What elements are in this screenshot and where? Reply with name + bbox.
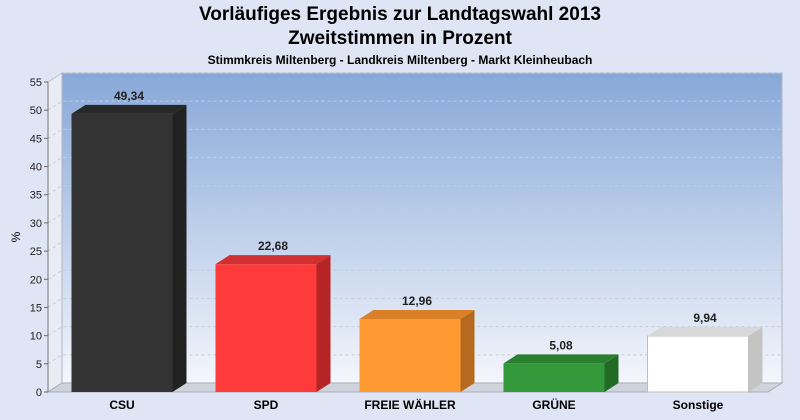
bar-value-label: 5,08	[549, 338, 573, 352]
bar-csu	[71, 113, 173, 392]
x-tick-label: CSU	[109, 398, 134, 412]
y-tick-label: 50	[30, 105, 42, 117]
bar-spd	[215, 264, 317, 392]
y-tick-label: 20	[30, 274, 42, 286]
chart-title: Vorläufiges Ergebnis zur Landtagswahl 20…	[199, 4, 601, 25]
y-tick-label: 15	[30, 302, 42, 314]
bar-value-label: 22,68	[258, 239, 288, 253]
bar-value-label: 12,96	[402, 294, 432, 308]
y-tick-label: 55	[30, 77, 42, 89]
x-tick-label: GRÜNE	[532, 397, 575, 412]
bar-top	[359, 309, 475, 319]
bar-side	[460, 309, 475, 392]
chart-subtitle: Zweitstimmen in Prozent	[288, 28, 512, 49]
plot-side-wall	[47, 72, 63, 393]
y-tick-label: 10	[30, 331, 42, 343]
bar-top	[647, 326, 763, 336]
bar-freie-wähler	[359, 318, 461, 392]
bar-top	[71, 104, 187, 114]
y-tick-label: 30	[30, 218, 42, 230]
bar-value-label: 49,34	[114, 89, 144, 103]
bar-sonstige	[647, 335, 749, 393]
y-tick-label: 35	[30, 190, 42, 202]
x-tick-label: FREIE WÄHLER	[364, 397, 456, 412]
bar-top	[503, 354, 619, 364]
x-tick-label: Sonstige	[673, 398, 724, 412]
bar-side	[172, 104, 187, 392]
y-tick-label: 25	[30, 246, 42, 258]
bar-side	[316, 255, 331, 392]
bar-side	[604, 354, 619, 392]
x-tick-label: SPD	[254, 398, 279, 412]
y-tick-label: 5	[36, 359, 42, 371]
bar-value-label: 9,94	[693, 311, 717, 325]
bar-side	[748, 326, 763, 392]
y-tick-label: 40	[30, 162, 42, 174]
y-tick-label: 45	[30, 133, 42, 145]
y-tick-label: 0	[36, 387, 42, 399]
chart-subtitle-region: Stimmkreis Miltenberg - Landkreis Milten…	[207, 53, 593, 67]
bar-grüne	[503, 363, 605, 392]
bar-top	[215, 255, 331, 265]
y-axis-label: %	[9, 231, 23, 242]
